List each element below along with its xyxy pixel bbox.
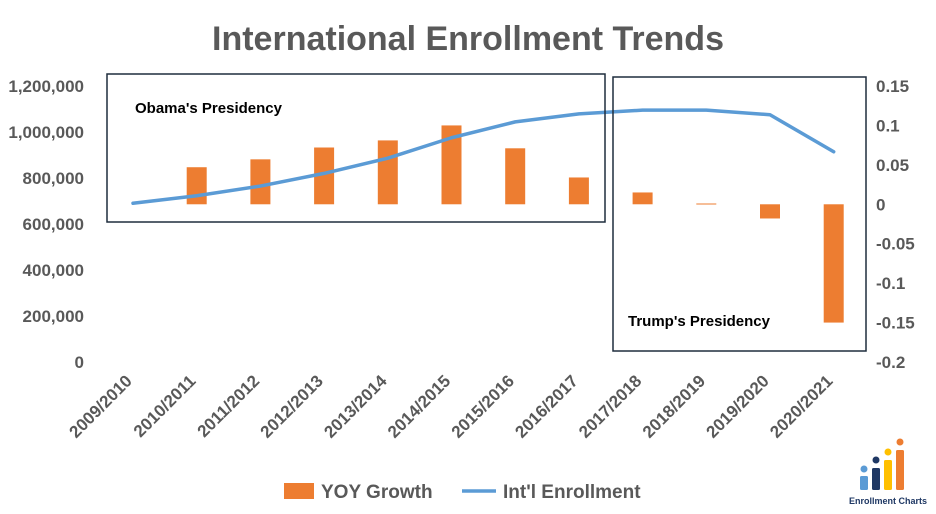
bar	[186, 167, 207, 205]
line-point	[451, 137, 452, 139]
x-tick-label: 2019/2020	[703, 371, 773, 441]
logo-bar	[872, 468, 880, 490]
line-point	[705, 109, 707, 111]
line-series	[131, 108, 836, 206]
logo-dot	[896, 438, 904, 446]
right-tick-label: -0.15	[876, 314, 915, 333]
x-tick-label: 2018/2019	[639, 371, 709, 441]
right-tick-label: -0.2	[876, 353, 905, 372]
line-point	[387, 157, 389, 159]
x-tick-label: 2014/2015	[384, 371, 454, 441]
logo-dot	[872, 456, 880, 464]
left-tick-label: 1,200,000	[8, 77, 84, 96]
x-tick-label: 2020/2021	[766, 371, 836, 441]
bar	[441, 125, 462, 205]
enrollment-line	[131, 108, 836, 206]
bar	[505, 148, 526, 205]
logo-bar	[860, 476, 868, 490]
left-tick-label: 800,000	[23, 169, 84, 188]
right-tick-label: -0.1	[876, 274, 905, 293]
x-tick-label: 2012/2013	[257, 371, 327, 441]
bar	[696, 203, 717, 205]
right-axis: -0.2 -0.15 -0.1 -0.05 0 0.05 0.1 0.15	[876, 77, 915, 372]
x-tick-label: 2016/2017	[511, 371, 581, 441]
left-tick-label: 0	[75, 353, 84, 372]
left-tick-label: 400,000	[23, 261, 84, 280]
bar	[250, 159, 271, 205]
right-tick-label: 0.1	[876, 116, 900, 135]
x-axis: 2009/20102010/20112011/20122012/20132013…	[66, 371, 837, 442]
annotations: Obama's Presidency Trump's Presidency	[106, 73, 867, 352]
right-tick-label: -0.05	[876, 235, 915, 254]
line-point	[259, 185, 261, 187]
logo: Enrollment Charts	[849, 438, 927, 506]
x-tick-label: 2011/2012	[194, 371, 264, 441]
logo-bar	[896, 450, 904, 490]
legend: YOY Growth Int'l Enrollment	[284, 482, 641, 503]
left-tick-label: 600,000	[23, 215, 84, 234]
right-tick-label: 0	[876, 195, 885, 214]
line-point	[642, 109, 644, 111]
obama-presidency-label: Obama's Presidency	[135, 100, 283, 117]
line-point	[132, 202, 134, 204]
logo-dot	[884, 448, 892, 456]
logo-dot	[860, 465, 868, 473]
right-tick-label: 0.05	[876, 156, 909, 175]
line-point	[833, 151, 835, 153]
line-point	[196, 195, 198, 197]
x-tick-label: 2009/2010	[66, 371, 136, 441]
line-point	[323, 172, 325, 174]
legend-label-intl-enrollment: Int'l Enrollment	[503, 482, 641, 503]
left-axis: 0 200,000 400,000 600,000 800,000 1,000,000 1,…	[8, 77, 84, 372]
x-tick-label: 2017/2018	[575, 371, 645, 441]
bar-series	[186, 125, 844, 323]
legend-label-yoy-growth: YOY Growth	[321, 482, 433, 503]
bar	[568, 177, 589, 205]
x-tick-label: 2010/2011	[130, 371, 200, 441]
legend-swatch-yoy-growth	[284, 483, 314, 499]
bar	[314, 147, 335, 205]
x-tick-label: 2015/2016	[448, 371, 518, 441]
left-tick-label: 1,000,000	[8, 123, 84, 142]
bar	[632, 192, 653, 205]
line-point	[514, 121, 516, 123]
obama-presidency-box	[106, 73, 606, 223]
chart-title: International Enrollment Trends	[212, 20, 724, 58]
logo-text: Enrollment Charts	[849, 496, 927, 506]
bar	[760, 204, 780, 219]
bar	[823, 204, 844, 323]
trump-presidency-label: Trump's Presidency	[628, 313, 771, 330]
bar	[377, 140, 398, 205]
line-point	[578, 113, 580, 115]
line-point	[769, 114, 771, 116]
left-tick-label: 200,000	[23, 307, 84, 326]
logo-bar	[884, 460, 892, 490]
x-tick-label: 2013/2014	[320, 371, 391, 442]
right-tick-label: 0.15	[876, 77, 909, 96]
trump-presidency-box	[612, 76, 867, 352]
